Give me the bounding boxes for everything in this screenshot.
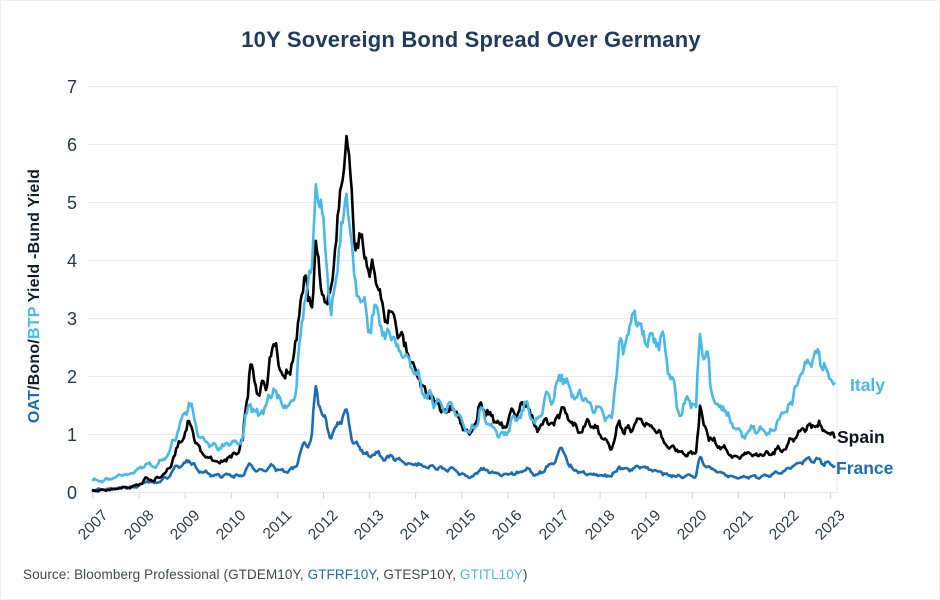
source-note-part: ,: [375, 567, 384, 582]
y-tick-label: 1: [66, 424, 77, 445]
legend-label-spain: Spain: [837, 427, 885, 447]
source-note-part: GTFRF10Y: [307, 567, 376, 582]
y-tick-label: 4: [66, 250, 77, 271]
source-note-part: GTESP10Y: [383, 567, 453, 582]
series-line-france: [91, 384, 836, 493]
legend-label-italy: Italy: [850, 375, 886, 395]
y-tick-label: 6: [66, 134, 77, 155]
y-tick-label: 3: [66, 308, 77, 329]
y-axis-title-part: Yield -Bund Yield: [26, 168, 43, 307]
series-line-italy: [91, 183, 836, 484]
y-tick-label: 0: [66, 482, 77, 503]
legend-label-france: France: [836, 458, 894, 478]
series-line-spain: [91, 134, 836, 493]
y-axis-title-part: OAT: [26, 389, 43, 424]
source-note-part: GTITL10Y: [459, 567, 523, 582]
y-tick-label: 2: [66, 366, 77, 387]
y-tick-label: 5: [66, 192, 77, 213]
source-note: Source: Bloomberg Professional (GTDEM10Y…: [23, 567, 528, 582]
source-note-part: ,: [299, 567, 308, 582]
y-tick-label: 7: [66, 76, 77, 97]
source-note-part: Source: Bloomberg Professional (: [23, 567, 229, 582]
source-note-part: ,: [452, 567, 460, 582]
source-note-part: GTDEM10Y: [228, 567, 300, 582]
chart-title: 10Y Sovereign Bond Spread Over Germany: [241, 27, 701, 52]
source-note-part: ): [523, 567, 528, 582]
